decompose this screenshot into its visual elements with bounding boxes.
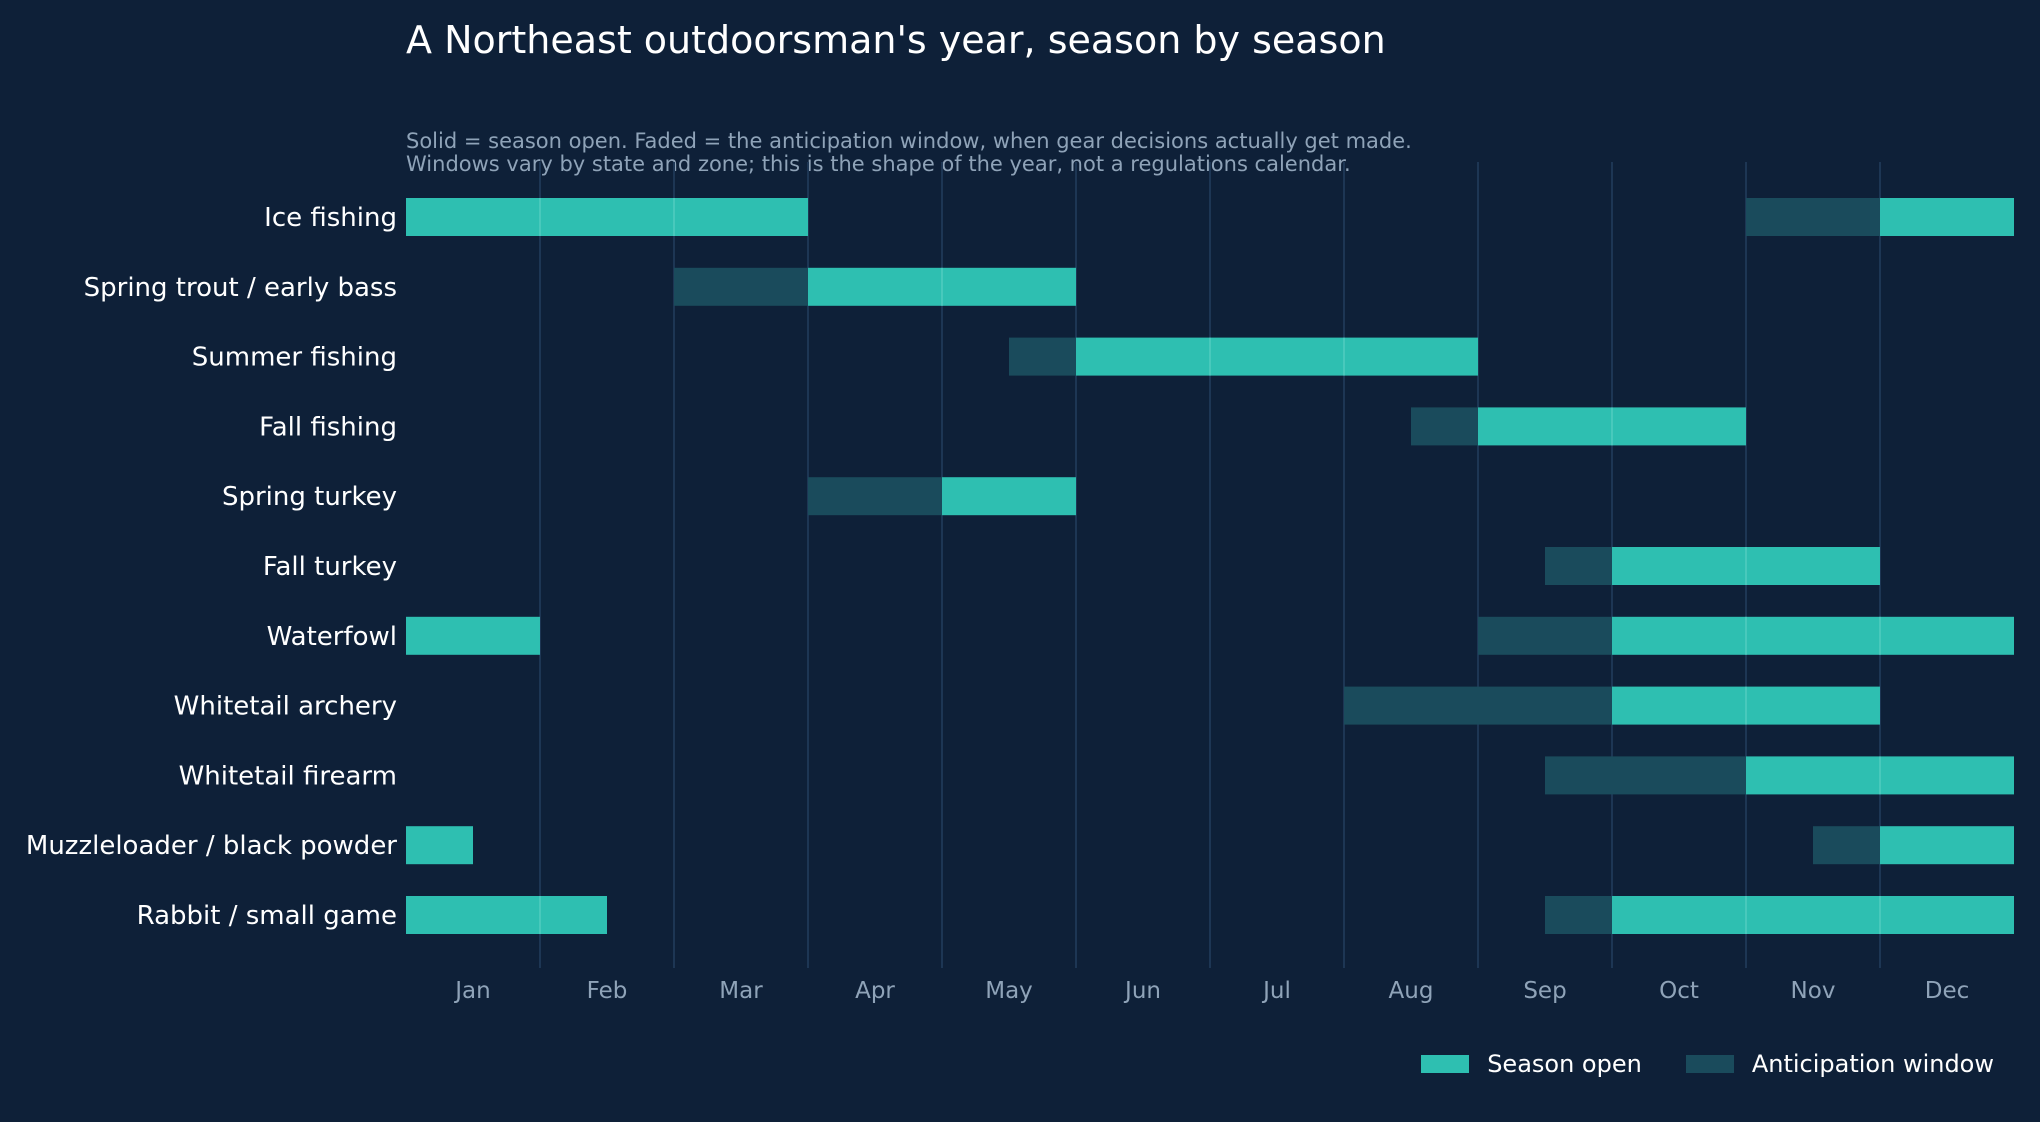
- x-tick-label: Mar: [719, 978, 763, 1004]
- bar-anticipation: [1009, 337, 1076, 376]
- row-label: Fall fishing: [259, 412, 397, 442]
- chart-title: A Northeast outdoorsman's year, season b…: [406, 18, 1386, 62]
- legend-label-open: Season open: [1487, 1050, 1642, 1078]
- bar-open: [1612, 896, 2014, 934]
- bar-anticipation: [1478, 616, 1612, 655]
- bar-open: [942, 477, 1076, 516]
- legend-swatch-open: [1421, 1055, 1470, 1073]
- row-label: Summer fishing: [192, 343, 397, 373]
- legend: Season open Anticipation window: [1391, 1050, 1994, 1078]
- x-tick-label: Feb: [587, 978, 628, 1004]
- x-tick-label: Sep: [1523, 978, 1566, 1004]
- row-label: Waterfowl: [267, 622, 397, 652]
- x-tick-label: Nov: [1791, 978, 1836, 1004]
- row-label: Rabbit / small game: [137, 901, 397, 931]
- bar-open: [1880, 198, 2014, 236]
- x-tick-label: Jan: [453, 978, 490, 1004]
- bar-open: [406, 826, 473, 865]
- bar-anticipation: [808, 477, 942, 516]
- row-label: Spring turkey: [222, 482, 397, 512]
- row-label: Muzzleloader / black powder: [26, 831, 397, 861]
- x-tick-label: May: [985, 978, 1033, 1004]
- chart-subtitle: Solid = season open. Faded = the anticip…: [406, 130, 1412, 176]
- bar-anticipation: [1813, 826, 1880, 865]
- bar-anticipation: [1545, 756, 1746, 795]
- bar-open: [406, 616, 540, 655]
- bar-anticipation: [1411, 407, 1478, 446]
- bar-anticipation: [1344, 686, 1612, 725]
- subtitle-line-1: Solid = season open. Faded = the anticip…: [406, 129, 1412, 153]
- grid-layer: [539, 162, 1881, 968]
- bar-open: [1880, 826, 2014, 865]
- label-layer: Jan Feb Mar Apr May Jun Jul Aug Sep Oct Nov Dec Ice …: [26, 203, 1969, 1004]
- row-label: Whitetail firearm: [179, 761, 397, 791]
- x-tick-label: Jun: [1123, 978, 1161, 1004]
- x-tick-label: Oct: [1659, 978, 1699, 1004]
- subtitle-line-2: Windows vary by state and zone; this is …: [406, 152, 1351, 176]
- row-label: Whitetail archery: [174, 692, 397, 722]
- bar-open: [1612, 616, 2014, 655]
- row-label: Fall turkey: [263, 552, 397, 582]
- legend-label-anticipation: Anticipation window: [1751, 1050, 1994, 1078]
- legend-item-open: Season open: [1421, 1050, 1642, 1078]
- bar-open: [406, 198, 808, 236]
- x-tick-label: Apr: [855, 978, 895, 1004]
- bar-anticipation: [1545, 896, 1612, 934]
- x-tick-label: Aug: [1389, 978, 1434, 1004]
- legend-item-anticipation: Anticipation window: [1685, 1050, 1994, 1078]
- bar-anticipation: [1545, 547, 1612, 585]
- x-tick-label: Dec: [1925, 978, 1970, 1004]
- divider-layer: [539, 198, 1881, 934]
- x-tick-label: Jul: [1261, 978, 1291, 1004]
- bar-anticipation: [674, 267, 808, 306]
- bar-open: [406, 896, 607, 934]
- row-label: Spring trout / early bass: [84, 273, 397, 303]
- bar-open: [1076, 337, 1478, 376]
- legend-swatch-anticipation: [1685, 1055, 1734, 1073]
- bar-anticipation: [1746, 198, 1880, 236]
- row-label: Ice fishing: [264, 203, 397, 233]
